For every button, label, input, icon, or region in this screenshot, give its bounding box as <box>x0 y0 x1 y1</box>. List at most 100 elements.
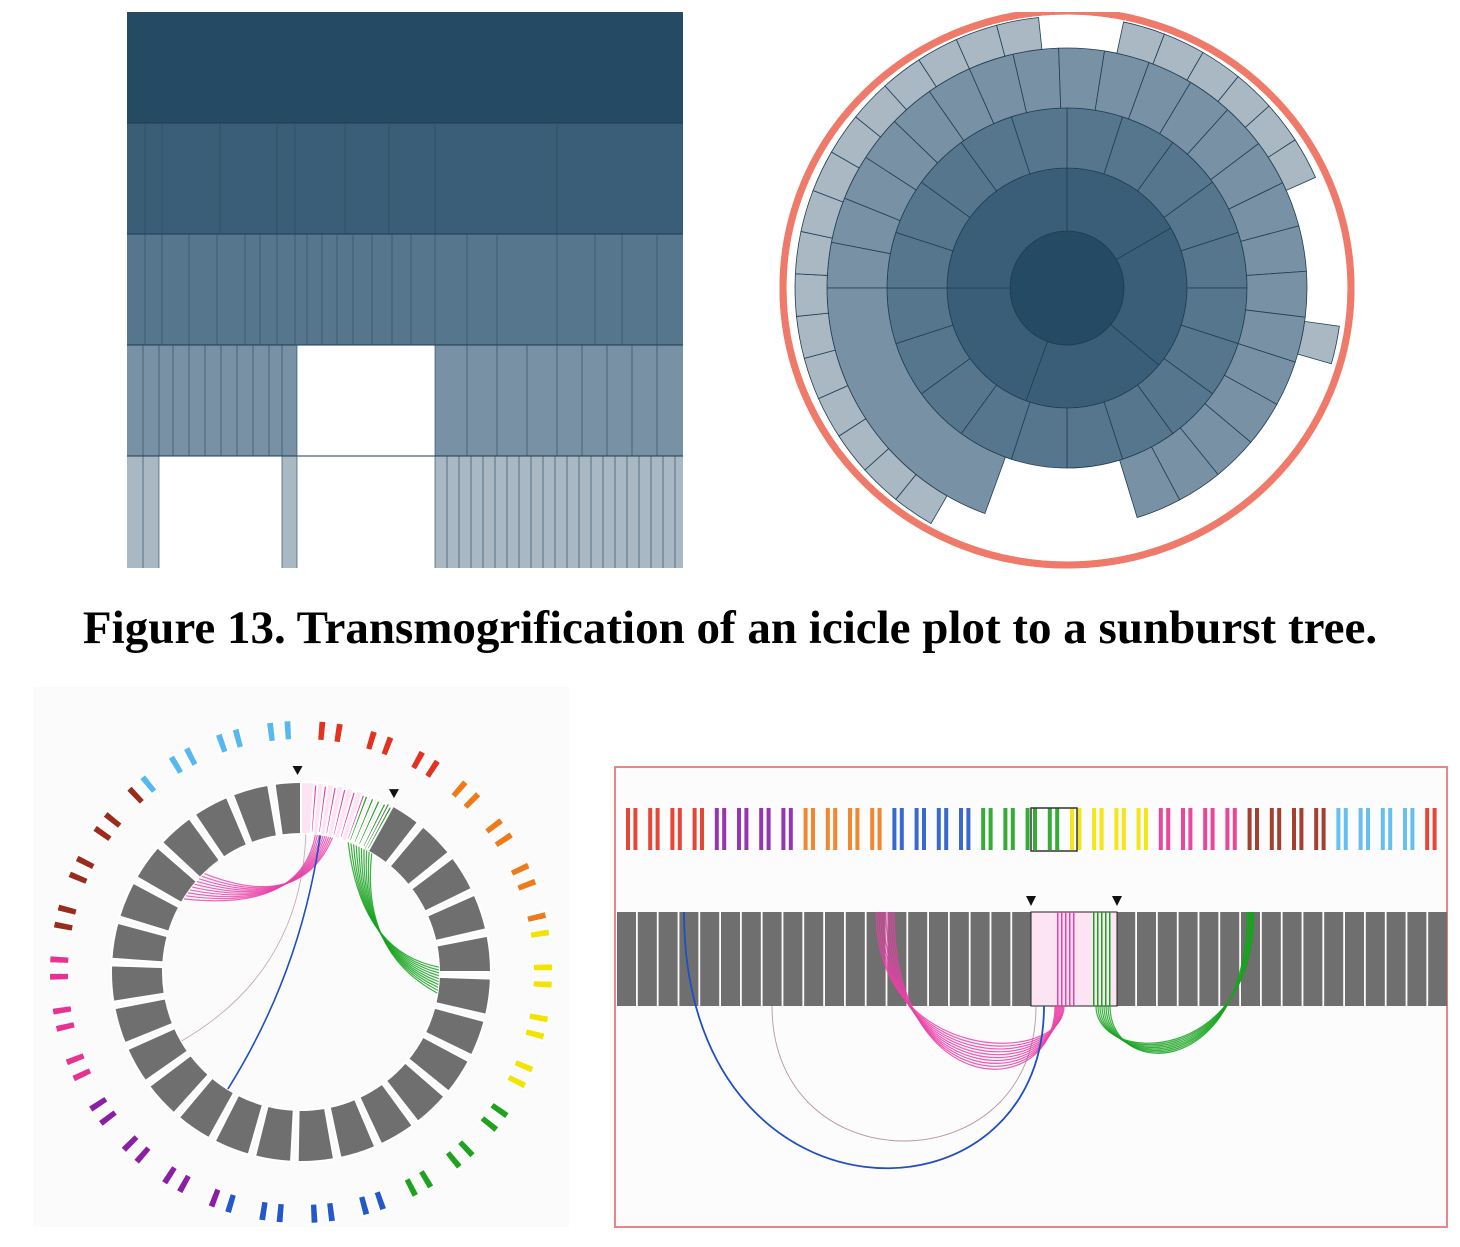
cytoband <box>86 1094 111 1115</box>
cytoband <box>408 748 428 773</box>
cytoband <box>1047 808 1052 850</box>
cytoband <box>274 1201 286 1225</box>
selection-marker <box>292 766 303 776</box>
cytoband <box>416 1167 436 1192</box>
cytoband <box>363 728 380 753</box>
cytoband <box>159 1163 180 1188</box>
cytoband <box>700 808 704 850</box>
band <box>347 794 370 843</box>
chromosome-segment <box>328 1097 377 1160</box>
cytoband <box>213 731 230 756</box>
cytoband <box>48 954 71 965</box>
cytoband <box>491 829 516 850</box>
band <box>1109 912 1111 1006</box>
cytoband <box>402 1175 421 1200</box>
cytoband <box>870 808 875 850</box>
link-green <box>369 853 438 994</box>
chromosome-segment <box>1303 912 1323 1006</box>
icicle-plot <box>127 12 683 568</box>
cytoband <box>264 720 278 744</box>
chromosome-segment <box>637 912 657 1006</box>
sunburst-segment <box>1267 139 1317 191</box>
cytoband <box>744 808 749 850</box>
cytoband <box>324 1200 338 1224</box>
cytoband <box>1225 808 1230 850</box>
chromosome-segment <box>658 912 678 1006</box>
chromosome-segment <box>423 1006 486 1057</box>
chromosome-segment <box>804 912 824 1006</box>
cytoband <box>523 1026 547 1042</box>
band <box>1057 912 1059 1006</box>
cytoband <box>63 1050 88 1068</box>
linear-genome-view <box>614 766 1448 1228</box>
icicle-level <box>127 234 683 345</box>
chromosome-segment <box>113 997 175 1045</box>
chromosome-segment <box>135 845 199 905</box>
cytoband <box>1077 808 1082 850</box>
cytoband <box>1314 808 1319 850</box>
cytoband <box>422 756 443 781</box>
cytoband <box>316 719 328 743</box>
chromosome-segment <box>991 912 1011 1006</box>
link-pink <box>893 911 1056 1070</box>
cytoband <box>788 808 793 850</box>
band <box>356 798 382 847</box>
chromosome-segment <box>296 1106 336 1163</box>
cytoband <box>443 1148 465 1172</box>
band <box>352 796 376 845</box>
cytoband <box>670 808 675 850</box>
cytoband <box>759 808 764 850</box>
cytoband <box>477 1113 501 1135</box>
chromosome-segment <box>1324 912 1344 1006</box>
chromosome-segment <box>1428 912 1448 1006</box>
cytoband <box>1247 808 1252 850</box>
cytoband <box>1425 808 1430 850</box>
cytoband <box>47 971 71 982</box>
link-blue <box>683 911 1045 1170</box>
cytoband <box>1410 808 1415 850</box>
sunburst-segment <box>796 312 836 359</box>
cytoband <box>504 1072 529 1091</box>
icicle-gap <box>159 456 282 568</box>
band <box>316 784 329 835</box>
cytoband <box>1092 808 1097 850</box>
cytoband <box>96 1107 120 1129</box>
icicle-level <box>127 123 683 234</box>
cytoband <box>1366 808 1370 850</box>
cytoband <box>1358 808 1363 850</box>
cytoband <box>1203 808 1208 850</box>
chromosome-segment <box>362 801 420 865</box>
band <box>1061 912 1063 1006</box>
sunburst-segment <box>1297 320 1340 365</box>
chromosome-segment <box>253 1104 295 1163</box>
cytoband <box>1033 808 1037 850</box>
band <box>1097 912 1099 1006</box>
cytoband <box>633 808 638 850</box>
cytoband <box>50 1003 74 1017</box>
chromosome-segment <box>434 975 492 1016</box>
cytoband <box>1114 808 1119 850</box>
chromosome-segment <box>970 912 990 1006</box>
cytoband <box>692 808 697 850</box>
cytoband <box>51 919 76 933</box>
cytoband <box>1388 808 1393 850</box>
cytoband <box>922 808 926 850</box>
cytoband <box>1403 808 1407 850</box>
chromosome-segment <box>1178 912 1198 1006</box>
chromosome-segment <box>617 912 636 1006</box>
chromosome-segment <box>177 1076 236 1140</box>
cytoband <box>487 1100 512 1121</box>
link-mauve <box>181 834 307 1042</box>
cytoband <box>55 902 79 918</box>
cytoband <box>1432 808 1437 850</box>
band <box>1069 912 1071 1006</box>
cytoband <box>69 1065 94 1084</box>
cytoband <box>356 1193 372 1218</box>
link-green <box>1109 911 1248 1054</box>
chromosome-segment <box>406 1035 471 1093</box>
cytoband <box>460 789 484 812</box>
cytoband <box>626 808 630 850</box>
chromosome-segment <box>1199 912 1219 1006</box>
cytoband <box>959 808 963 850</box>
chromosome-segment <box>1116 912 1136 1006</box>
